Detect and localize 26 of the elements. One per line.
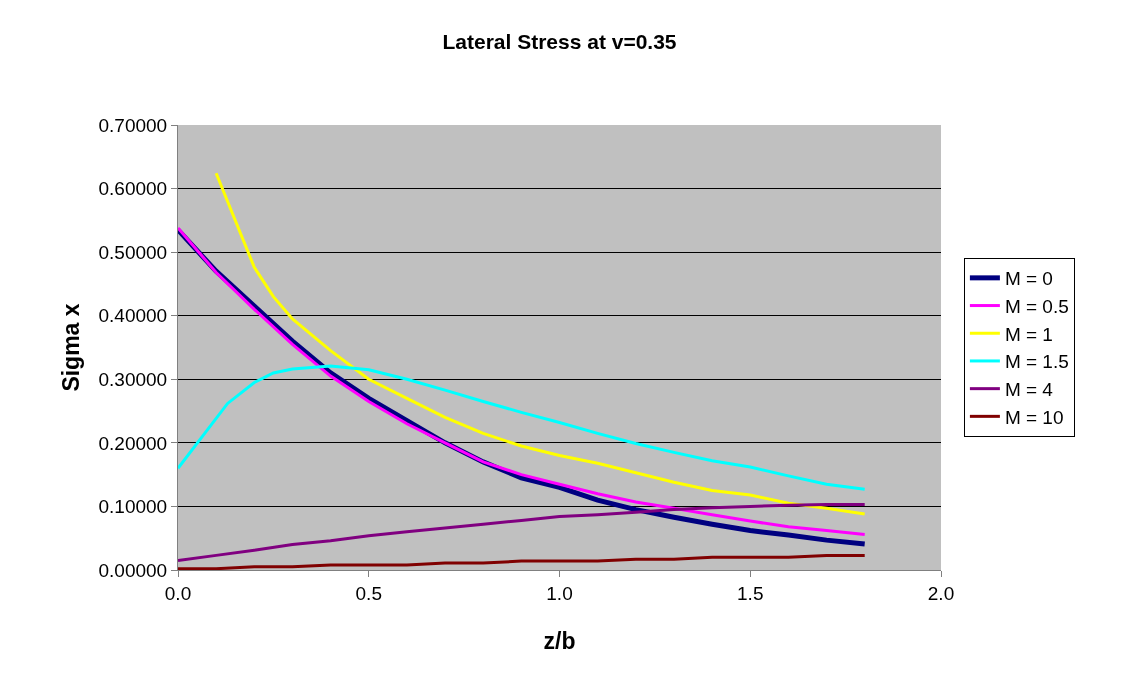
y-tick-label: 0.50000 xyxy=(98,241,168,263)
y-axis-title: Sigma x xyxy=(57,303,84,392)
x-axis-title: z/b xyxy=(543,628,576,655)
legend-label: M = 0.5 xyxy=(1004,295,1069,317)
x-tick-label: 1.0 xyxy=(546,582,573,604)
y-tick-label: 0.20000 xyxy=(98,432,168,454)
y-tick-label: 0.10000 xyxy=(98,496,168,518)
y-tick-label: 0.30000 xyxy=(98,368,168,390)
legend-label: M = 1.5 xyxy=(1004,351,1069,373)
line-series xyxy=(214,171,867,516)
x-tick-label: 0.0 xyxy=(164,582,192,604)
y-tick-label: 0.60000 xyxy=(98,178,168,200)
legend-label: M = 1 xyxy=(1004,323,1053,345)
line-series xyxy=(178,553,867,570)
x-tick-label: 0.5 xyxy=(355,582,382,604)
legend-label: M = 10 xyxy=(1004,406,1064,428)
chart-title: Lateral Stress at v=0.35 xyxy=(442,29,677,53)
legend-label: M = 4 xyxy=(1004,379,1054,401)
y-tick-label: 0.40000 xyxy=(98,305,168,327)
y-tick-label: 0.70000 xyxy=(98,114,168,136)
line-series xyxy=(178,503,867,562)
line-series xyxy=(178,364,867,491)
legend-label: M = 0 xyxy=(1004,268,1053,290)
y-tick-label: 0.00000 xyxy=(98,559,168,581)
x-tick-label: 2.0 xyxy=(927,582,955,604)
x-tick-label: 1.5 xyxy=(737,582,764,604)
